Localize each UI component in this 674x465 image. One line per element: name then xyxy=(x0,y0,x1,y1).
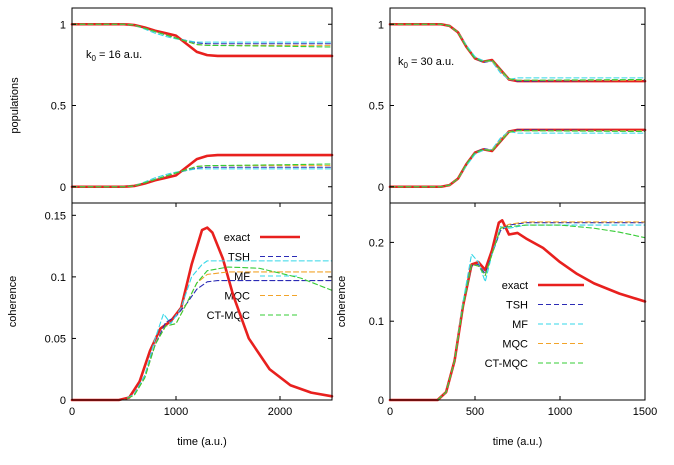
legend-label-mqc: MQC xyxy=(224,291,250,303)
x-tick-label: 500 xyxy=(466,406,484,418)
series-line-ct-mqc-2 xyxy=(71,163,333,188)
x-tick-label: 1500 xyxy=(633,406,657,418)
series-line-mqc xyxy=(71,271,333,401)
series-line-mf-2 xyxy=(71,168,333,188)
series-line-mf-1 xyxy=(71,23,333,43)
legend-label-ct-mqc: CT-MQC xyxy=(485,358,528,370)
series-line-ct-mqc-1 xyxy=(71,23,333,48)
y-tick-label: 0.05 xyxy=(45,333,66,345)
y-tick-label: 0 xyxy=(60,182,66,194)
legend-label-mf: MF xyxy=(512,319,528,331)
y-axis-label: coherence xyxy=(7,276,19,327)
x-tick-label: 1000 xyxy=(548,406,572,418)
y-tick-label: 0.15 xyxy=(45,210,66,222)
axes-frame xyxy=(389,202,646,401)
series-line-mqc-2 xyxy=(389,130,646,188)
series-line-tsh-1 xyxy=(389,23,646,82)
annotation-rest: = 16 a.u. xyxy=(96,49,142,61)
axes-frame xyxy=(71,7,333,204)
annotation-main: k xyxy=(86,49,92,61)
series-line-mf-2 xyxy=(389,130,646,188)
x-axis-label: time (a.u.) xyxy=(177,436,227,448)
series-line-ct-mqc xyxy=(71,266,333,401)
series-line-tsh-1 xyxy=(71,23,333,45)
annotation-subscript: 0 xyxy=(92,54,97,63)
y-axis-label: populations xyxy=(9,77,21,134)
x-tick-label: 0 xyxy=(69,406,75,418)
panel-coherence-k30: 0 0.1 0.2 0 500 1000 1500 coherence time (a.u.) e… xyxy=(336,202,657,448)
y-tick-label: 0 xyxy=(378,182,384,194)
y-tick-label: 0.5 xyxy=(369,101,384,113)
legend-label-tsh: TSH xyxy=(506,300,528,312)
series-line-exact-1 xyxy=(388,22,647,83)
y-tick-label: 0.5 xyxy=(51,101,66,113)
x-axis-label: time (a.u.) xyxy=(493,436,543,448)
series-line-tsh-2 xyxy=(389,129,646,188)
x-tick-label: 0 xyxy=(387,406,393,418)
legend-label-mqc: MQC xyxy=(502,339,528,351)
y-axis-label: coherence xyxy=(336,276,348,327)
y-tick-label: 1 xyxy=(378,19,384,31)
axes-frame xyxy=(389,7,646,204)
annotation-main: k xyxy=(398,56,404,68)
series-line-ct-mqc-1 xyxy=(389,23,646,81)
x-tick-label: 1000 xyxy=(164,406,188,418)
legend-label-tsh: TSH xyxy=(228,252,250,264)
y-tick-label: 0.1 xyxy=(51,272,66,284)
legend-label-mf: MF xyxy=(234,271,250,283)
series-line-tsh xyxy=(71,280,333,401)
series-line-exact-2 xyxy=(388,128,647,189)
x-tick-label: 2000 xyxy=(268,406,292,418)
annotation-rest: = 30 a.u. xyxy=(408,56,454,68)
y-tick-label: 0.1 xyxy=(369,316,384,328)
series-line-ct-mqc-2 xyxy=(389,130,646,188)
series-line-mf xyxy=(71,260,333,401)
series-line-mf xyxy=(389,224,646,401)
series-line-exact xyxy=(70,226,334,402)
panel-coherence-k16: 0 0.05 0.1 0.15 0 1000 2000 coherence time (a.u.… xyxy=(7,202,334,448)
y-tick-label: 0 xyxy=(378,395,384,407)
legend-label-exact: exact xyxy=(502,280,528,292)
y-tick-label: 1 xyxy=(60,19,66,31)
legend-label-exact: exact xyxy=(224,232,250,244)
series-line-exact-2 xyxy=(70,153,334,189)
series-line-mqc-1 xyxy=(389,23,646,81)
k0-annotation: k0 = 30 a.u. xyxy=(398,56,454,70)
series-line-ct-mqc xyxy=(389,224,646,401)
k0-annotation: k0 = 16 a.u. xyxy=(86,49,142,63)
y-tick-label: 0 xyxy=(60,395,66,407)
y-tick-label: 0.2 xyxy=(369,237,384,249)
series-line-tsh-2 xyxy=(71,166,333,188)
annotation-subscript: 0 xyxy=(404,61,409,70)
axes-frame xyxy=(71,202,333,401)
series-line-mf-1 xyxy=(389,23,646,81)
